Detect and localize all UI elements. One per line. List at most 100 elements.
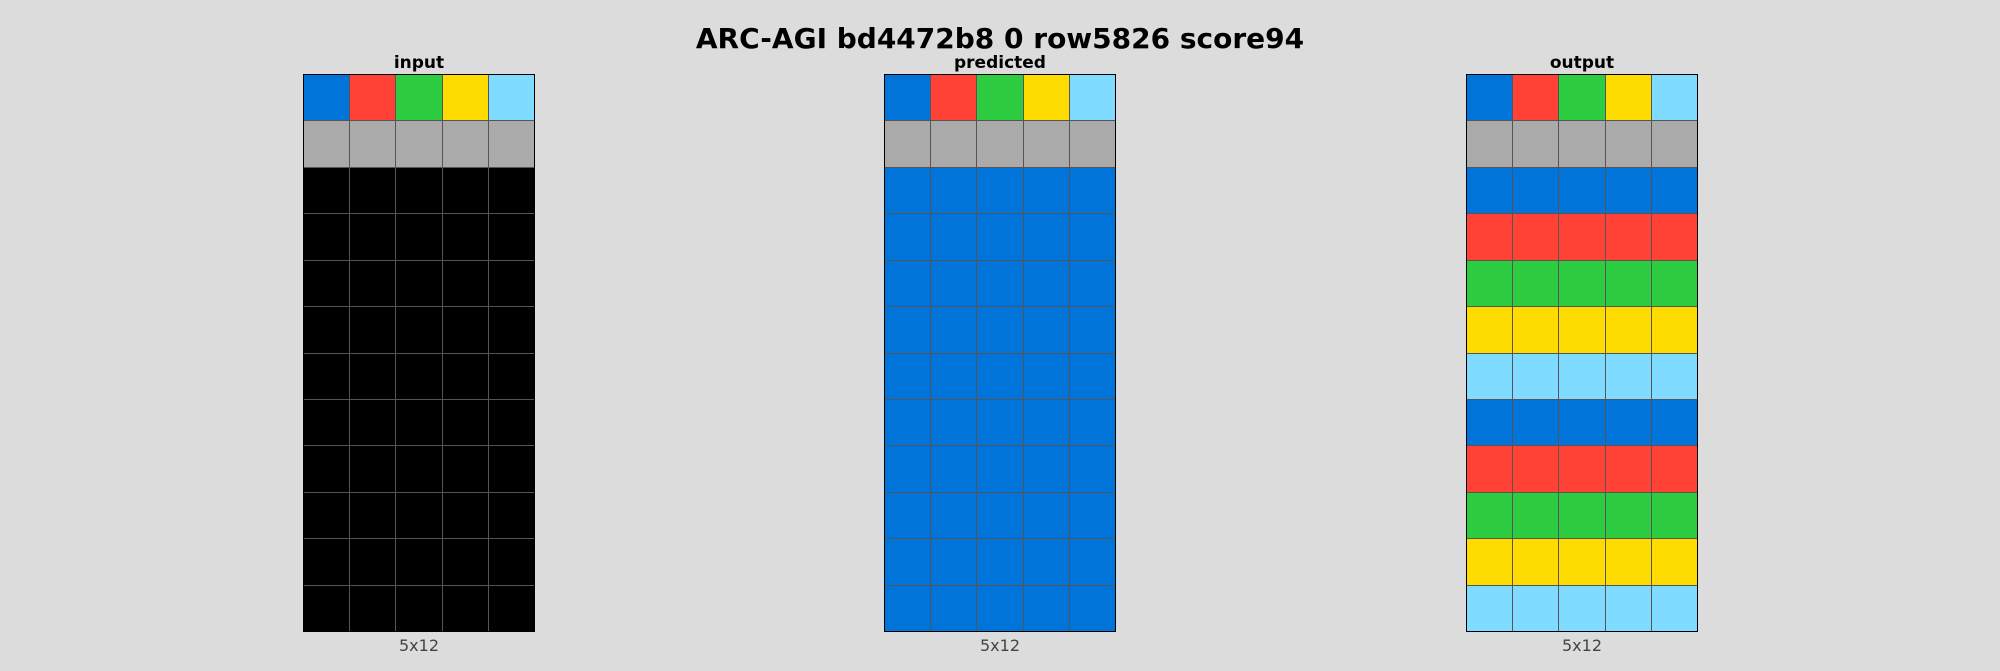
output-panel: output 5x12 (1466, 52, 1698, 656)
grid-cell (396, 121, 442, 167)
grid-cell (885, 399, 931, 446)
grid-cell (1513, 353, 1559, 399)
grid-cell (1513, 307, 1559, 353)
grid-cell (442, 353, 488, 399)
grid-cell (1069, 539, 1115, 585)
grid-cell (1023, 492, 1069, 539)
grid-cell (488, 75, 534, 121)
grid-cell (977, 307, 1023, 353)
grid-cell (1513, 585, 1559, 631)
grid-cell (1605, 167, 1651, 214)
grid-cell (396, 307, 442, 353)
grid-cell (1069, 307, 1115, 353)
grid-cell (304, 353, 350, 399)
grid-cell (1467, 121, 1513, 167)
grid-cell (1651, 307, 1697, 353)
grid-cell (931, 539, 977, 585)
grid-cell (885, 539, 931, 585)
grid-cell (1605, 121, 1651, 167)
grid-cell (1023, 446, 1069, 492)
grid-cell (1513, 399, 1559, 446)
grid-cell (1467, 585, 1513, 631)
grid-cell (396, 585, 442, 631)
figure-title: ARC-AGI bd4472b8 0 row5826 score94 (695, 22, 1305, 55)
grid-cell (1467, 307, 1513, 353)
grid-cell (1023, 307, 1069, 353)
grid-cell (488, 167, 534, 214)
grid-cell (977, 585, 1023, 631)
grid-cell (1651, 75, 1697, 121)
grid-cell (350, 307, 396, 353)
grid-cell (1605, 585, 1651, 631)
grid-cell (1069, 446, 1115, 492)
grid-cell (885, 446, 931, 492)
grid-cell (1023, 399, 1069, 446)
grid-cell (350, 167, 396, 214)
grid-cell (1467, 492, 1513, 539)
grid-cell (396, 167, 442, 214)
grid-cell (350, 492, 396, 539)
grid-cell (1513, 492, 1559, 539)
grid-cell (396, 353, 442, 399)
grid-cell (885, 492, 931, 539)
input-panel-title: input (393, 53, 445, 73)
grid-cell (488, 121, 534, 167)
grid-cell (1467, 353, 1513, 399)
grid-cell (304, 399, 350, 446)
grid-cell (931, 446, 977, 492)
grid-cell (396, 399, 442, 446)
grid-cell (442, 214, 488, 260)
grid-cell (1559, 167, 1605, 214)
grid-cell (350, 585, 396, 631)
grid-cell (1069, 75, 1115, 121)
grid-cell (304, 167, 350, 214)
grid-cell (396, 446, 442, 492)
grid-cell (488, 539, 534, 585)
grid-cell (1559, 214, 1605, 260)
grid-cell (1559, 75, 1605, 121)
grid-cell (1559, 446, 1605, 492)
grid-cell (931, 399, 977, 446)
grid-cell (1023, 260, 1069, 307)
grid-cell (1651, 446, 1697, 492)
grid-cell (350, 539, 396, 585)
predicted-size-label: 5x12 (979, 636, 1020, 655)
grid-cell (350, 353, 396, 399)
grid-cell (931, 75, 977, 121)
grid-cell (1023, 167, 1069, 214)
grid-cell (1023, 214, 1069, 260)
grid-cell (1605, 539, 1651, 585)
grid-cell (350, 121, 396, 167)
grid-cell (1513, 446, 1559, 492)
grid-cell (396, 75, 442, 121)
grid-cell (488, 214, 534, 260)
grid-cell (350, 214, 396, 260)
grid-cell (304, 121, 350, 167)
grid-cell (1559, 260, 1605, 307)
grid-cell (931, 585, 977, 631)
grid-cell (442, 121, 488, 167)
grid-cell (396, 539, 442, 585)
grid-cell (304, 307, 350, 353)
grid-cell (442, 167, 488, 214)
grid-cell (1651, 539, 1697, 585)
grid-cell (350, 399, 396, 446)
grid-cell (488, 585, 534, 631)
grid-cell (1467, 260, 1513, 307)
grid-cell (1069, 492, 1115, 539)
grid-cell (442, 446, 488, 492)
grid-cell (1559, 585, 1605, 631)
grid-cell (1069, 585, 1115, 631)
grid-cell (1559, 492, 1605, 539)
grid-cell (977, 214, 1023, 260)
predicted-panel: predicted 5x12 (884, 52, 1116, 656)
grid-cell (442, 399, 488, 446)
grid-cell (1069, 260, 1115, 307)
grid-cell (1467, 539, 1513, 585)
grid-cell (885, 353, 931, 399)
grid-cell (1651, 121, 1697, 167)
output-panel-title: output (1549, 53, 1615, 73)
grid-cell (304, 260, 350, 307)
grid-cell (1559, 399, 1605, 446)
grid-cell (1605, 307, 1651, 353)
